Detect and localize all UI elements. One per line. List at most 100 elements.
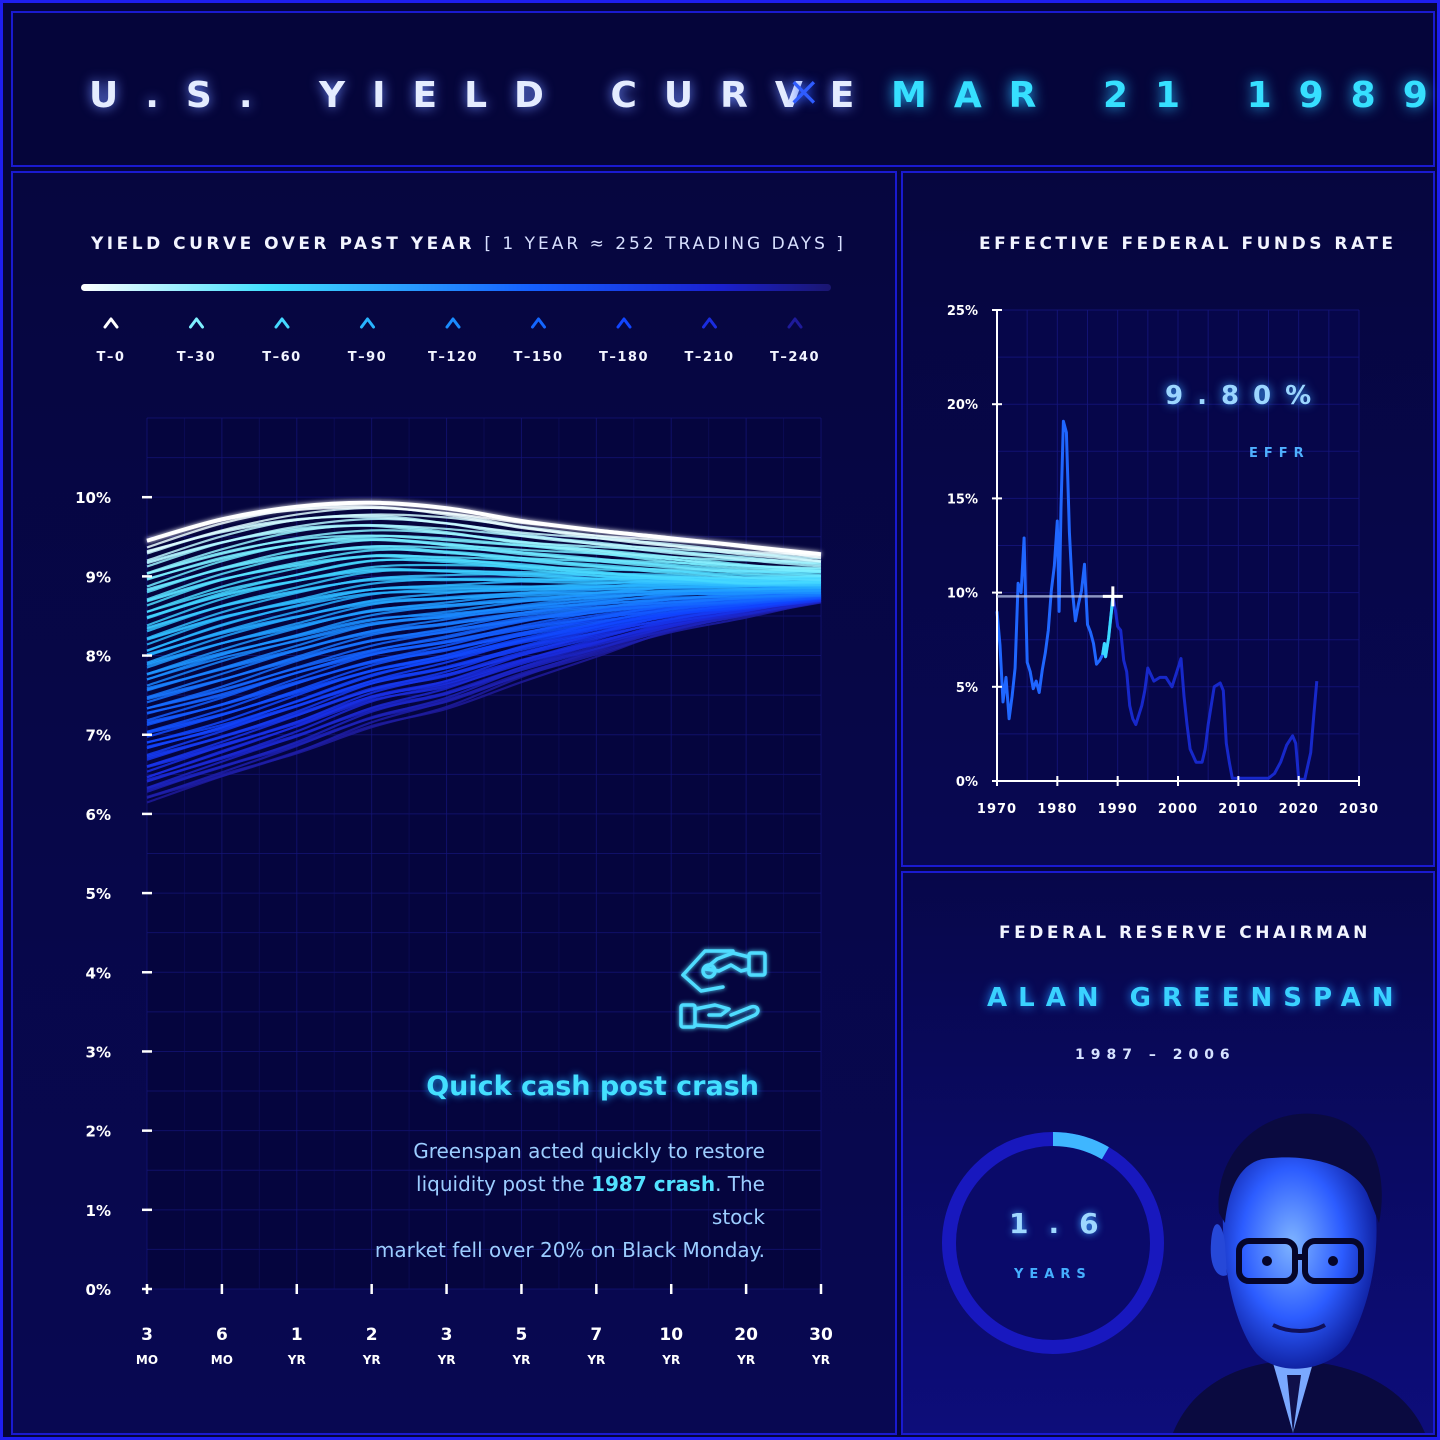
yield-curve-line	[146, 553, 822, 613]
legend-label: T–30	[177, 350, 216, 365]
yield-x-tick-unit: YR	[362, 1353, 381, 1367]
effr-x-tick-label: 1980	[1037, 802, 1077, 817]
yield-x-tick-unit: YR	[586, 1353, 605, 1367]
yield-x-tick-unit: YR	[736, 1353, 755, 1367]
yield-x-tick-label: 3	[441, 1325, 453, 1345]
effr-y-tick-label: 10%	[947, 587, 978, 602]
effr-y-tick-label: 5%	[956, 681, 978, 696]
yield-curve-line	[146, 594, 822, 735]
effr-y-tick-label: 20%	[947, 398, 978, 413]
effr-value: 9.80%	[1165, 381, 1326, 411]
yield-curve-line	[146, 534, 822, 580]
legend-chevron-icon	[787, 317, 803, 329]
yield-x-tick-label: 2	[366, 1325, 378, 1345]
effr-future-line	[1111, 596, 1319, 781]
legend-chevron-icon	[189, 317, 204, 329]
tenure-ring-progress	[1052, 1132, 1109, 1160]
effr-x-tick-label: 2030	[1339, 802, 1379, 817]
yield-curve-chart: 0% 1% 2% 3% 4% 5% 6% 7% 8% 9% 10% 3 MO 6 MO 1 YR 2 YR 3 YR 5 Y…	[75, 417, 833, 1367]
yield-y-tick-label: 4%	[86, 964, 111, 982]
legend-chevron-icon	[445, 317, 461, 329]
yield-x-tick-unit: MO	[136, 1353, 158, 1367]
note-title: Quick cash post crash	[426, 1071, 759, 1102]
yield-x-tick-unit: YR	[437, 1353, 456, 1367]
legend-label: T–0	[97, 350, 126, 365]
yield-curve-line	[146, 594, 822, 699]
effr-recent-line	[1101, 596, 1115, 659]
yield-y-tick-label: 10%	[75, 489, 111, 507]
legend-chevron-icon	[360, 317, 375, 329]
yield-legend: T–0 T–30 T–60 T–90 T–120 T–150 T–180 T–210 T–240	[81, 284, 831, 365]
tenure-ring	[942, 1132, 1164, 1354]
yield-y-tick-label: 1%	[86, 1202, 111, 1220]
tenure-ring-track	[942, 1132, 1164, 1354]
chairman-term: 1987 – 2006	[1075, 1047, 1236, 1063]
effr-chart: 0% 5% 10% 15% 20% 25% 1970 1980 1990 2000 2010 2020…	[947, 304, 1379, 817]
legend-label: T–90	[348, 350, 387, 365]
legend-label: T–210	[684, 350, 734, 365]
yield-y-tick-label: 7%	[86, 727, 111, 745]
yield-curve-line	[146, 506, 822, 558]
legend-gradient-bar	[81, 284, 831, 291]
effr-x-tick-label: 2000	[1158, 802, 1198, 817]
note-body: Greenspan acted quickly to restore liqui…	[363, 1135, 765, 1267]
effr-y-tick-label: 0%	[956, 775, 978, 790]
legend-label: T–240	[770, 350, 820, 365]
effr-x-tick-label: 2020	[1279, 802, 1319, 817]
yield-y-tick-label: 2%	[86, 1123, 111, 1141]
chairman-name: ALAN GREENSPAN	[987, 983, 1405, 1013]
yield-x-tick-label: 7	[590, 1325, 602, 1345]
yield-y-tick-label: 6%	[86, 806, 111, 824]
note-line-3: market fell over 20% on Black Monday.	[374, 1238, 765, 1262]
yield-x-tick-label: 5	[516, 1325, 528, 1345]
legend-chevron-icon	[103, 317, 119, 329]
yield-curve-line	[146, 582, 822, 657]
yield-y-tick-label: 9%	[86, 568, 111, 586]
yield-title-text: YIELD CURVE OVER PAST YEAR	[91, 234, 475, 254]
legend-label: T–150	[513, 350, 563, 365]
effr-y-tick-label: 15%	[947, 492, 978, 507]
yield-curve-current-line	[146, 500, 822, 557]
header	[11, 11, 1435, 167]
tenure-years-label: YEARS	[1014, 1267, 1092, 1282]
note-highlight: 1987 crash	[591, 1172, 716, 1196]
legend-chevron-icon	[616, 317, 632, 329]
yield-subtitle-text: [ 1 YEAR ≈ 252 TRADING DAYS ]	[484, 234, 846, 254]
yield-x-tick-label: 20	[734, 1325, 758, 1345]
yield-y-tick-label: 0%	[86, 1281, 111, 1299]
yield-x-tick-label: 10	[659, 1325, 683, 1345]
yield-x-tick-label: 30	[809, 1325, 833, 1345]
tenure-years-value: 1.6	[1009, 1207, 1119, 1240]
yield-curve-line	[146, 591, 822, 701]
legend-label: T–180	[599, 350, 649, 365]
legend-chevron-icon	[702, 317, 717, 329]
legend-chevron-icon	[274, 317, 290, 329]
yield-x-tick-label: 6	[216, 1325, 228, 1345]
effr-x-tick-label: 2010	[1218, 802, 1258, 817]
yield-y-tick-label: 8%	[86, 648, 111, 666]
yield-curve-line	[146, 589, 822, 676]
yield-curve-line	[146, 597, 822, 769]
legend-label: T–60	[262, 350, 301, 365]
yield-x-tick-label: 1	[291, 1325, 303, 1345]
title-separator: ×	[787, 69, 821, 115]
chairman-section-title: FEDERAL RESERVE CHAIRMAN	[999, 923, 1371, 943]
yield-x-tick-unit: YR	[287, 1353, 306, 1367]
yield-y-tick-label: 3%	[86, 1043, 111, 1061]
yield-x-tick-label: 3	[141, 1325, 153, 1345]
legend-chevron-icon	[531, 317, 546, 329]
yield-x-tick-unit: YR	[661, 1353, 680, 1367]
yield-x-tick-unit: YR	[811, 1353, 830, 1367]
page-date: MAR 21 1989	[891, 75, 1440, 116]
effr-y-tick-label: 25%	[947, 304, 978, 319]
alan-greenspan-portrait	[1173, 1113, 1425, 1433]
page-title: U.S. YIELD CURVE	[89, 75, 882, 116]
legend-label: T–120	[428, 350, 478, 365]
yield-curve-line	[146, 548, 822, 603]
effr-x-tick-label: 1970	[977, 802, 1017, 817]
note-line-2: liquidity post the 1987 crash. The stock	[416, 1172, 765, 1229]
yield-curve-line	[146, 547, 822, 594]
effr-x-tick-label: 1990	[1098, 802, 1138, 817]
effr-label: EFFR	[1249, 446, 1310, 461]
